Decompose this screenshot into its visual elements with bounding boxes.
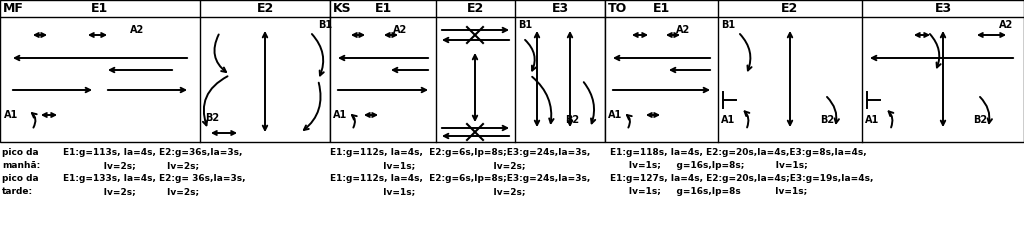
Bar [330, 0, 605, 142]
Text: A2: A2 [999, 20, 1014, 30]
Text: B2: B2 [565, 115, 580, 125]
Text: A1: A1 [333, 110, 347, 120]
Text: MF: MF [3, 2, 24, 15]
Bar [605, 0, 1024, 142]
Text: Iv=2s;          Iv=2s;: Iv=2s; Iv=2s; [63, 187, 199, 196]
Text: E2: E2 [781, 2, 799, 15]
Text: E1:g=118s, Ia=4s, E2:g=20s,Ia=4s,E3:g=8s,Ia=4s,: E1:g=118s, Ia=4s, E2:g=20s,Ia=4s,E3:g=8s… [610, 148, 866, 157]
Text: Iv=1s;                         Iv=2s;: Iv=1s; Iv=2s; [330, 187, 525, 196]
Text: B2: B2 [205, 113, 219, 123]
Text: pico da: pico da [2, 148, 39, 157]
Text: TO: TO [608, 2, 628, 15]
Text: E1:g=112s, Ia=4s,  E2:g=6s,Ip=8s;E3:g=24s,Ia=3s,: E1:g=112s, Ia=4s, E2:g=6s,Ip=8s;E3:g=24s… [330, 148, 590, 157]
Text: A1: A1 [608, 110, 623, 120]
Text: tarde:: tarde: [2, 187, 33, 196]
Text: E1: E1 [375, 2, 391, 15]
Text: E3: E3 [935, 2, 951, 15]
Text: A2: A2 [676, 25, 690, 35]
Text: B2: B2 [973, 115, 987, 125]
Text: E2: E2 [467, 2, 484, 15]
Text: Iv=1s;                         Iv=2s;: Iv=1s; Iv=2s; [330, 161, 525, 170]
Text: E1:g=113s, Ia=4s, E2:g=36s,Ia=3s,: E1:g=113s, Ia=4s, E2:g=36s,Ia=3s, [63, 148, 243, 157]
Text: E1: E1 [91, 2, 109, 15]
Text: B1: B1 [318, 20, 332, 30]
Text: A1: A1 [4, 110, 18, 120]
Text: E1:g=127s, Ia=4s, E2:g=20s,Ia=4s;E3:g=19s,Ia=4s,: E1:g=127s, Ia=4s, E2:g=20s,Ia=4s;E3:g=19… [610, 174, 873, 183]
Text: A1: A1 [865, 115, 880, 125]
Text: E2: E2 [256, 2, 273, 15]
Text: manhã:: manhã: [2, 161, 40, 170]
Text: E1:g=133s, Ia=4s, E2:g= 36s,Ia=3s,: E1:g=133s, Ia=4s, E2:g= 36s,Ia=3s, [63, 174, 246, 183]
Bar [0, 0, 330, 142]
Text: B2: B2 [820, 115, 835, 125]
Text: A1: A1 [721, 115, 735, 125]
Text: Iv=1s;     g=16s,Ip=8s           Iv=1s;: Iv=1s; g=16s,Ip=8s Iv=1s; [610, 187, 807, 196]
Text: E3: E3 [552, 2, 568, 15]
Text: A2: A2 [130, 25, 144, 35]
Text: B1: B1 [721, 20, 735, 30]
Text: E1: E1 [653, 2, 670, 15]
Text: B1: B1 [518, 20, 532, 30]
Text: Iv=1s;     g=16s,Ip=8s;          Iv=1s;: Iv=1s; g=16s,Ip=8s; Iv=1s; [610, 161, 808, 170]
Text: Iv=2s;          Iv=2s;: Iv=2s; Iv=2s; [63, 161, 199, 170]
Text: KS: KS [333, 2, 351, 15]
Text: A2: A2 [393, 25, 408, 35]
Text: pico da: pico da [2, 174, 39, 183]
Text: E1:g=112s, Ia=4s,  E2:g=6s,Ip=8s;E3:g=24s,Ia=3s,: E1:g=112s, Ia=4s, E2:g=6s,Ip=8s;E3:g=24s… [330, 174, 590, 183]
